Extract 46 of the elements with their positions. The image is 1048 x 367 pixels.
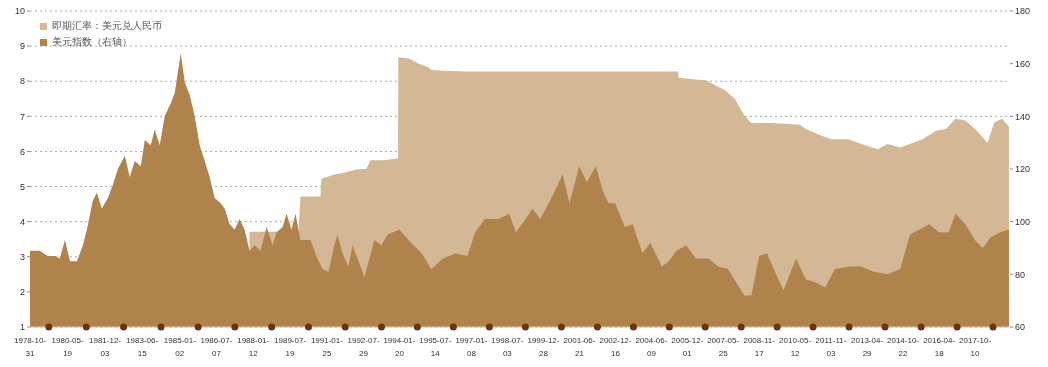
x-tick-label: 2014-10- 22 — [887, 336, 920, 358]
x-tick-label: 1986-07- 07 — [200, 336, 233, 358]
x-tick-label: 1991-01- 25 — [310, 336, 344, 358]
x-tick-label: 2013-04- 29 — [851, 336, 884, 358]
x-tick-label: 1989-07- 19 — [274, 336, 307, 358]
y-tick-label: 5 — [19, 181, 25, 192]
y2-tick-label: 80 — [1015, 269, 1026, 280]
y2-tick-label: 140 — [1015, 111, 1031, 122]
x-tick-label: 1981-12- 03 — [89, 336, 122, 358]
y-tick-label: 10 — [14, 6, 25, 17]
y2-tick-label: 120 — [1015, 164, 1031, 175]
x-tick-label: 2004-06- 09 — [635, 336, 668, 358]
x-tick-label: 1992-07- 29 — [347, 336, 380, 358]
x-tick-label: 1978-10- 31 — [13, 336, 47, 358]
x-tick-label: 1980-05- 19 — [51, 336, 84, 358]
y-tick-label: 6 — [19, 146, 25, 157]
x-tick-label: 1997-01- 08 — [455, 336, 488, 358]
x-tick-label: 2017-10- 10 — [959, 336, 992, 358]
y-tick-label: 7 — [19, 111, 25, 122]
x-tick-label: 1985-01- 02 — [163, 336, 197, 358]
legend-label: 即期汇率：美元兑人民币 — [52, 19, 162, 33]
y-tick-label: 9 — [19, 41, 25, 52]
x-tick-label: 2001-06- 21 — [563, 336, 596, 358]
y-tick-label: 2 — [19, 287, 25, 298]
x-tick-label: 2010-05- 12 — [779, 336, 812, 358]
x-tick-label: 2005-12- 01 — [671, 336, 704, 358]
y-tick-label: 1 — [19, 322, 25, 333]
x-tick-label: 2007-05- 25 — [707, 336, 740, 358]
x-tick-label: 1983-06- 15 — [126, 336, 159, 358]
y2-tick-label: 160 — [1015, 58, 1031, 69]
x-tick-label: 1995-07- 14 — [419, 336, 452, 358]
y2-tick-label: 180 — [1015, 6, 1031, 17]
x-tick-label: 2002-12- 16 — [599, 336, 632, 358]
x-tick-label: 1994-01- 20 — [383, 336, 416, 358]
x-tick-label: 1999-12- 28 — [527, 336, 560, 358]
y2-tick-label: 60 — [1015, 322, 1026, 333]
y-tick-label: 4 — [19, 216, 25, 227]
y2-tick-label: 100 — [1015, 216, 1031, 227]
x-tick-label: 1988-01- 12 — [237, 336, 270, 358]
x-tick-label: 2008-11- 17 — [743, 336, 776, 358]
x-tick-label: 1998-07- 03 — [491, 336, 524, 358]
y-tick-label: 3 — [19, 251, 25, 262]
x-tick-label: 2011-11- 03 — [815, 336, 847, 358]
y-tick-label: 8 — [19, 76, 25, 87]
x-tick-label: 2016-04- 18 — [923, 336, 956, 358]
legend-label: 美元指数（右轴） — [52, 35, 132, 49]
